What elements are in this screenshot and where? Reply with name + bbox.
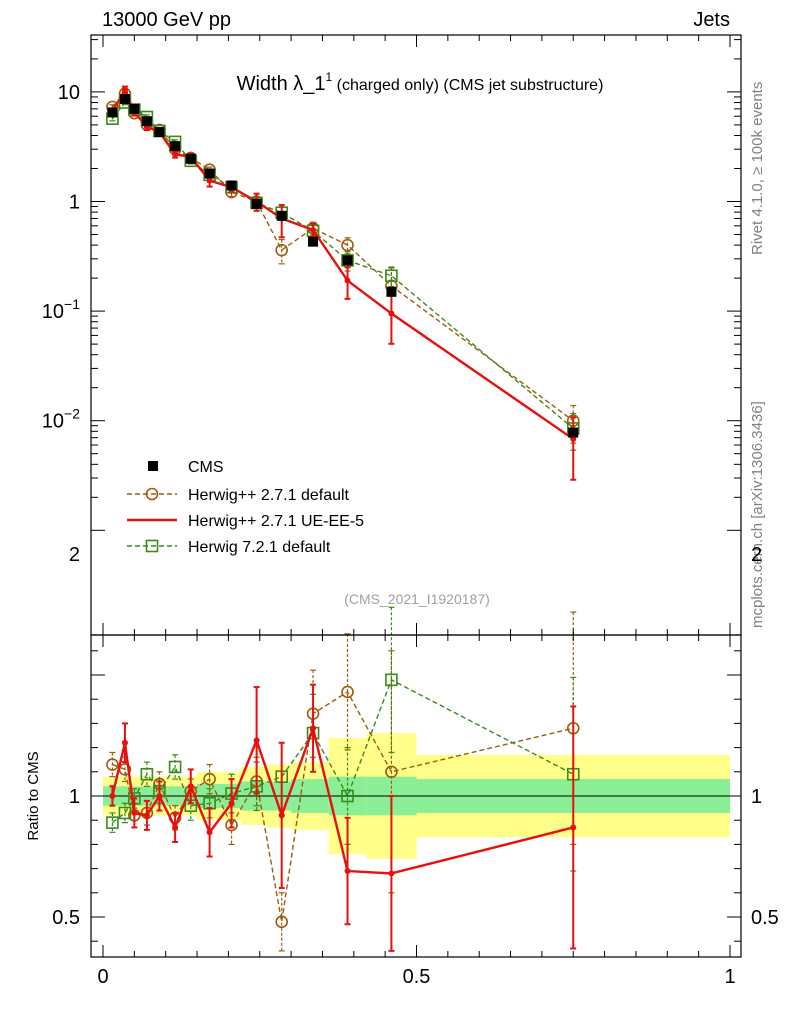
circle-marker xyxy=(275,243,288,257)
y-tick-label: 10−2 xyxy=(42,406,80,433)
data-point xyxy=(154,127,165,138)
data-point xyxy=(170,141,181,152)
line-point xyxy=(344,868,351,875)
title-main: Width λ_1 xyxy=(237,73,326,95)
square-marker xyxy=(168,760,182,774)
ratio-axis-label: Ratio to CMS xyxy=(25,751,42,840)
ratio-y-tick-label: 1 xyxy=(69,786,80,808)
line-point xyxy=(206,829,213,836)
square-marker xyxy=(341,789,354,803)
square-marker xyxy=(341,254,354,267)
line-point xyxy=(310,226,317,233)
title-rest: (charged only) (CMS jet substructure) xyxy=(332,77,603,94)
x-tick-label: 1 xyxy=(724,966,735,988)
data-point xyxy=(185,153,196,164)
line-point xyxy=(278,812,285,819)
data-point xyxy=(308,236,319,247)
circle-marker xyxy=(385,765,398,779)
title-superscript: 1 xyxy=(326,70,333,84)
circle-marker xyxy=(203,772,216,786)
energy-label: 13000 GeV pp xyxy=(102,9,231,31)
circle-marker xyxy=(106,758,119,771)
line-point xyxy=(344,277,351,284)
legend: CMS Herwig++ 2.7.1 default Herwig++ 2.7.1 … xyxy=(127,459,364,556)
data-point xyxy=(204,168,215,179)
analysis-id: (CMS_2021_I1920187) xyxy=(344,591,490,607)
ratio-y-tick-label: 2 xyxy=(69,544,80,566)
data-point xyxy=(129,103,140,114)
line-point xyxy=(143,812,150,819)
legend-label-0: CMS xyxy=(188,459,224,476)
ratio-series xyxy=(106,606,580,952)
line-point xyxy=(172,151,179,158)
legend-marker-cms xyxy=(148,461,158,471)
line-point xyxy=(131,809,138,816)
data-point xyxy=(119,94,130,105)
circle-marker xyxy=(341,238,354,252)
ratio-y-tick-label: 0.5 xyxy=(52,907,80,929)
square-marker xyxy=(106,816,119,829)
data-point xyxy=(107,107,118,118)
ratio-y-tick-label-right: 1 xyxy=(751,786,762,808)
data-point xyxy=(251,198,262,209)
y-tick-label: 10−1 xyxy=(42,296,80,323)
square-marker xyxy=(140,767,154,781)
data-point xyxy=(568,427,579,438)
line-point xyxy=(121,739,128,746)
square-marker xyxy=(385,673,398,687)
line-point xyxy=(253,737,260,744)
line-point xyxy=(206,177,213,184)
square-marker xyxy=(385,269,398,283)
ratio-y-tick-label-right: 0.5 xyxy=(751,907,779,929)
data-point xyxy=(226,180,237,191)
line-point xyxy=(172,824,179,831)
x-tick-label: 0.5 xyxy=(403,966,431,988)
ratio-y-tick-label-right: 2 xyxy=(751,544,762,566)
line-point xyxy=(121,86,128,93)
category-label: Jets xyxy=(693,9,730,31)
square-marker xyxy=(118,806,132,820)
data-point xyxy=(342,255,353,266)
line-point xyxy=(310,725,317,732)
data-point xyxy=(141,116,152,127)
data-point xyxy=(386,286,397,297)
rivet-label: Rivet 4.1.0, ≥ 100k events xyxy=(749,82,766,255)
line-point xyxy=(388,310,395,317)
plot-title: Width λ_11 (charged only) (CMS jet subst… xyxy=(237,70,604,95)
line-point xyxy=(570,436,577,443)
data-point xyxy=(276,210,287,221)
line-point xyxy=(570,824,577,831)
y-tick-label: 10 xyxy=(58,82,80,104)
x-tick-label: 0 xyxy=(97,966,108,988)
legend-label-1: Herwig++ 2.7.1 default xyxy=(188,487,350,504)
line-point xyxy=(388,870,395,877)
circle-marker xyxy=(341,685,354,699)
line-point xyxy=(187,783,194,790)
source-label: mcplots.cern.ch [arXiv:1306.3436] xyxy=(749,401,766,628)
legend-label-2: Herwig++ 2.7.1 UE-EE-5 xyxy=(188,513,364,530)
y-tick-label: 1 xyxy=(69,192,80,214)
line-point xyxy=(228,800,235,807)
square-marker xyxy=(145,539,159,553)
line-point xyxy=(109,793,116,799)
main-series xyxy=(106,85,580,481)
legend-label-3: Herwig 7.2.1 default xyxy=(188,539,331,556)
circle-marker xyxy=(275,915,288,929)
circle-marker xyxy=(145,487,159,501)
line-point xyxy=(156,793,163,799)
ratio-line-3 xyxy=(111,678,574,824)
